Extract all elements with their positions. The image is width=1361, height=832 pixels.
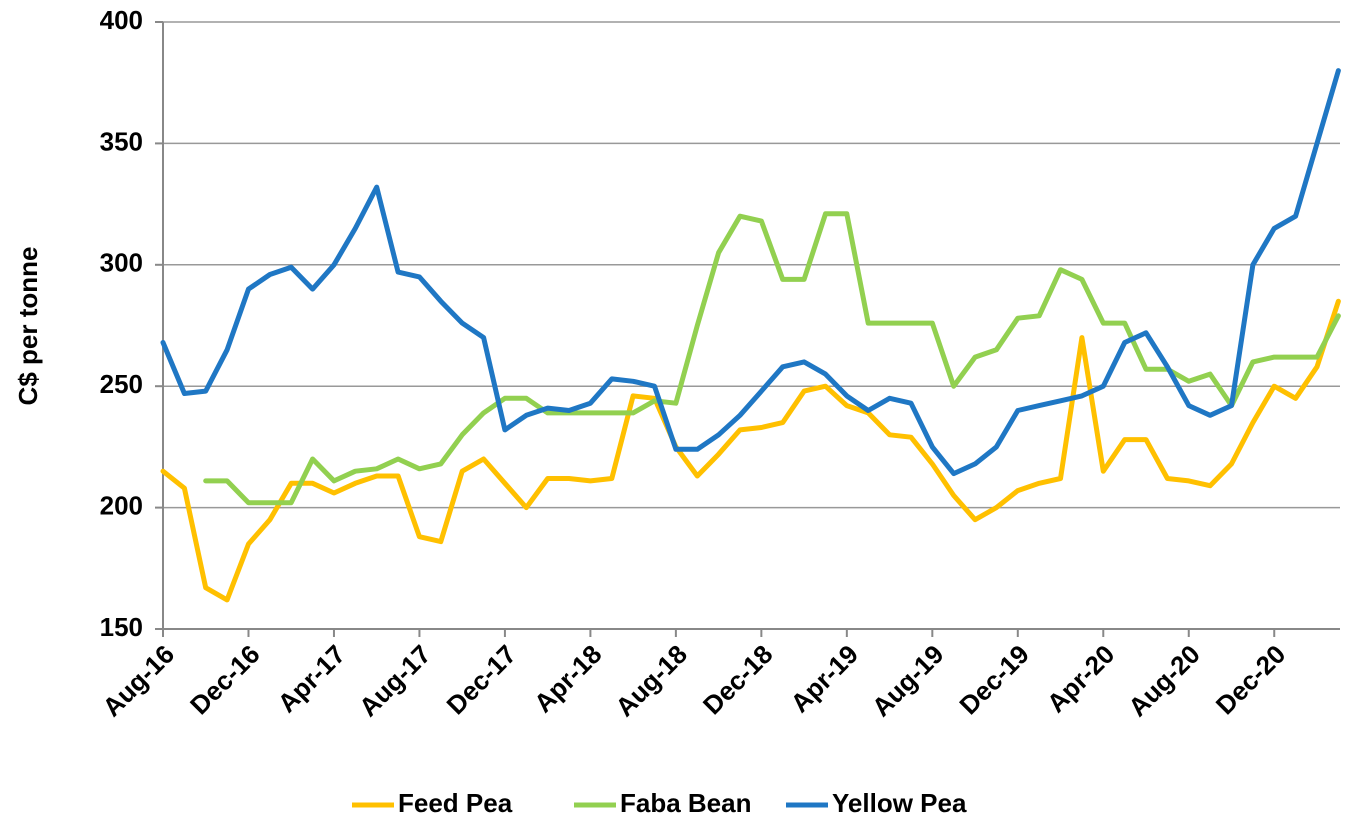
y-tick-label: 400	[100, 5, 143, 35]
y-tick-label: 250	[100, 369, 143, 399]
x-tick-label: Apr-19	[784, 639, 863, 718]
x-tick-label: Dec-17	[441, 639, 523, 721]
x-tick-label: Dec-18	[697, 639, 779, 721]
legend-label: Yellow Pea	[832, 788, 967, 818]
x-tick-label: Apr-20	[1041, 639, 1120, 718]
y-tick-label: 350	[100, 126, 143, 156]
series-line	[160, 68, 1341, 477]
legend-label: Faba Bean	[620, 788, 752, 818]
x-tick-label: Aug-17	[353, 639, 437, 723]
x-tick-label: Apr-17	[272, 639, 351, 718]
x-tick-label: Aug-16	[97, 639, 181, 723]
x-tick-label: Dec-19	[953, 639, 1035, 721]
x-tick-label: Dec-16	[184, 639, 266, 721]
x-tick-label: Aug-18	[609, 639, 693, 723]
y-axis-label: C$ per tonne	[13, 247, 43, 406]
x-tick-label: Dec-20	[1210, 639, 1292, 721]
x-tick-label: Aug-20	[1122, 639, 1206, 723]
y-tick-label: 300	[100, 248, 143, 278]
y-tick-label: 200	[100, 490, 143, 520]
x-tick-label: Aug-19	[866, 639, 950, 723]
y-tick-label: 150	[100, 612, 143, 642]
legend-label: Feed Pea	[398, 788, 513, 818]
series-line	[203, 211, 1341, 506]
series-line	[160, 298, 1341, 603]
x-tick-label: Apr-18	[528, 639, 607, 718]
